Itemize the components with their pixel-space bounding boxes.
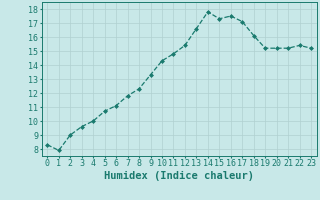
X-axis label: Humidex (Indice chaleur): Humidex (Indice chaleur) xyxy=(104,171,254,181)
